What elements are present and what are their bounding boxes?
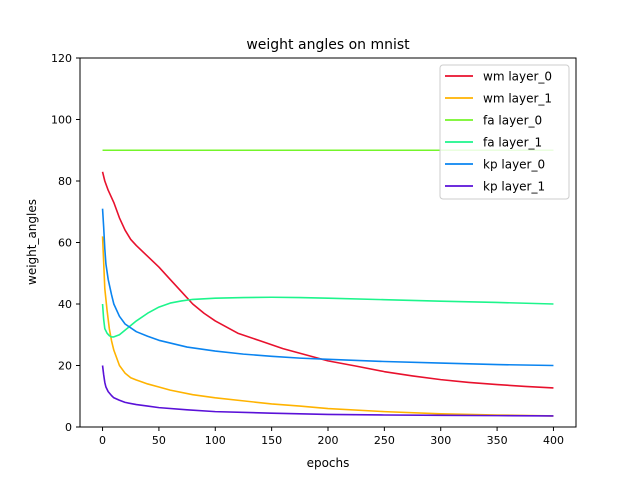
series-line-4 <box>101 208 554 367</box>
x-tick-label: 100 <box>205 434 226 447</box>
y-tick-label: 20 <box>58 360 72 373</box>
y-tick-label: 0 <box>65 421 72 434</box>
series-layer <box>101 149 554 417</box>
y-tick-label: 40 <box>58 298 72 311</box>
series-line-5 <box>101 365 554 417</box>
legend-label-2: fa layer_0 <box>483 114 542 128</box>
y-tick-label: 120 <box>51 52 72 65</box>
x-tick-label: 200 <box>318 434 339 447</box>
y-tick-label: 60 <box>58 237 72 250</box>
x-tick-label: 300 <box>430 434 451 447</box>
x-tick-label: 0 <box>99 434 106 447</box>
x-tick-label: 250 <box>374 434 395 447</box>
x-axis-label: epochs <box>307 456 350 470</box>
x-tick-label: 150 <box>261 434 282 447</box>
legend: wm layer_0wm layer_1fa layer_0fa layer_1… <box>439 64 570 200</box>
legend-label-1: wm layer_1 <box>483 92 552 106</box>
y-axis: 0 20 40 60 80 100 120 <box>51 52 80 434</box>
y-tick-label: 100 <box>51 114 72 127</box>
y-tick-label: 80 <box>58 175 72 188</box>
x-tick-label: 400 <box>543 434 564 447</box>
legend-label-4: kp layer_0 <box>483 158 545 172</box>
x-tick-label: 350 <box>487 434 508 447</box>
series-line-3 <box>101 296 554 338</box>
legend-label-5: kp layer_1 <box>483 180 545 194</box>
series-line-0 <box>101 171 554 389</box>
chart-title: weight angles on mnist <box>246 37 410 53</box>
x-tick-label: 50 <box>152 434 166 447</box>
legend-label-3: fa layer_1 <box>483 136 542 150</box>
legend-label-0: wm layer_0 <box>483 70 552 84</box>
y-axis-label: weight_angles <box>25 199 39 285</box>
x-axis: 0 50 100 150 200 250 300 350 400 <box>99 427 564 447</box>
